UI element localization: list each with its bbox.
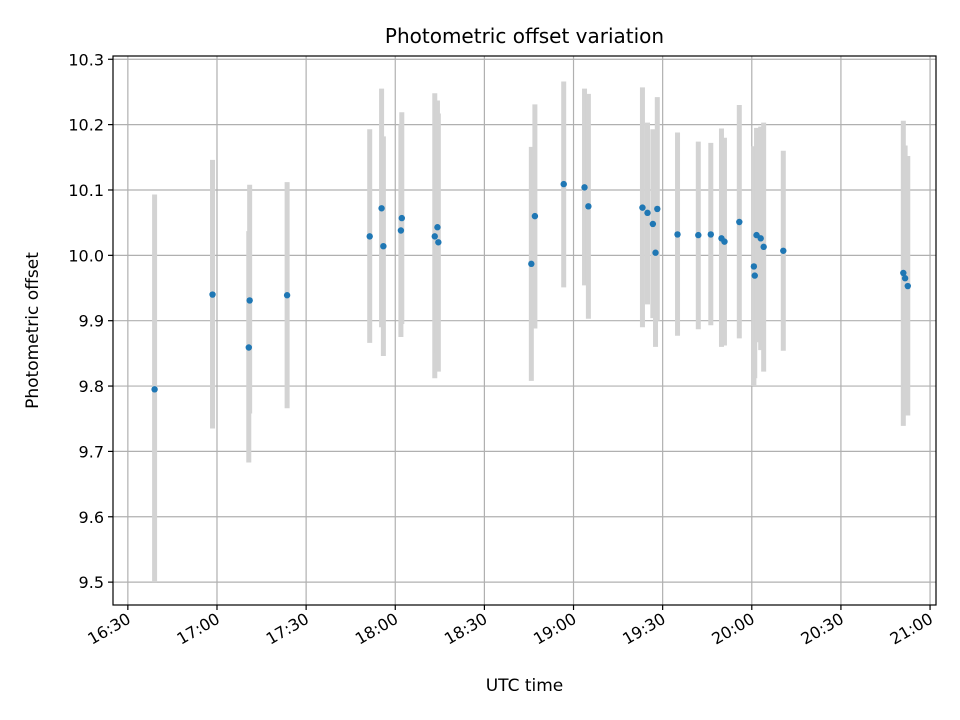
plot-frame: [112, 55, 937, 606]
data-point: [674, 231, 681, 238]
y-tick-label: 10.1: [68, 181, 104, 200]
data-point: [397, 227, 405, 234]
y-tick-label: 9.6: [79, 508, 104, 527]
data-point: [901, 275, 909, 282]
data-markers: [151, 180, 911, 393]
data-point: [528, 260, 535, 268]
data-point: [209, 291, 216, 298]
data-point: [246, 297, 253, 304]
y-tick-label: 9.8: [79, 377, 104, 396]
data-point: [366, 233, 373, 240]
data-point: [639, 204, 646, 211]
data-point: [431, 233, 438, 240]
data-point: [695, 231, 702, 239]
data-point: [757, 235, 764, 242]
data-point: [760, 243, 767, 251]
x-axis-label: UTC time: [486, 676, 564, 696]
y-tick-label: 10.2: [68, 116, 104, 135]
data-point: [750, 263, 758, 270]
data-point: [245, 344, 252, 351]
data-point: [380, 242, 387, 250]
chart-title: Photometric offset variation: [385, 24, 664, 48]
data-point: [736, 218, 743, 226]
data-point: [900, 269, 907, 277]
data-point: [283, 292, 291, 299]
y-axis-label: Photometric offset: [23, 252, 43, 409]
data-point: [644, 209, 651, 217]
y-tick-label: 9.7: [79, 442, 104, 461]
data-point: [721, 238, 728, 245]
data-point: [398, 214, 405, 222]
data-point: [560, 180, 567, 188]
data-point: [531, 212, 539, 220]
data-point: [751, 272, 758, 279]
data-point: [707, 231, 714, 238]
data-point: [780, 247, 787, 254]
y-axis-ticks: 9.5 9.6 9.7 9.8 9.9 10.0 10.1 10.2 10.3: [68, 50, 113, 592]
data-point: [649, 220, 657, 228]
data-point: [585, 203, 592, 210]
data-point: [904, 282, 911, 290]
data-point: [652, 249, 659, 256]
data-point: [654, 205, 661, 213]
y-tick-label: 9.9: [79, 312, 104, 331]
y-tick-label: 10.3: [68, 50, 104, 69]
y-tick-label: 10.0: [68, 246, 104, 265]
data-point: [581, 184, 588, 191]
data-point: [434, 224, 441, 231]
data-point: [151, 386, 158, 393]
data-point: [435, 239, 442, 246]
y-tick-label: 9.5: [79, 573, 104, 592]
data-point: [378, 205, 385, 212]
